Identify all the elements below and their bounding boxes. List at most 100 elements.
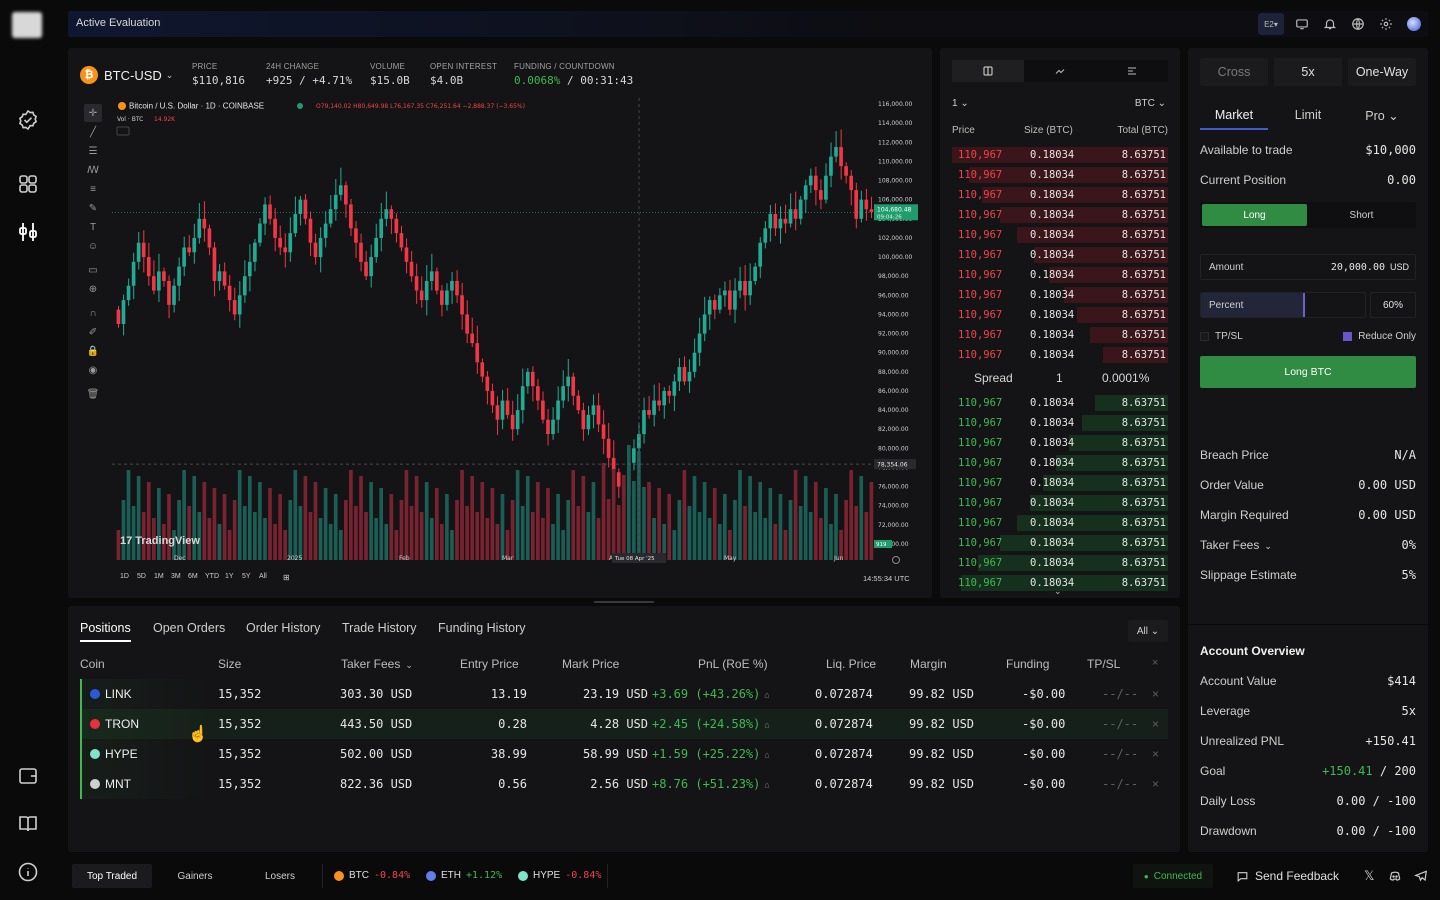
short-button[interactable]: Short: [1349, 209, 1374, 221]
submit-order-button[interactable]: Long BTC: [1200, 356, 1416, 388]
position-row[interactable]: HYPE 15,352 502.00 USD 38.99 58.99 USD +1.59 …: [80, 739, 1168, 769]
book-view-both-icon[interactable]: [952, 60, 1024, 82]
magnet-icon[interactable]: ∩: [89, 307, 97, 319]
book-icon[interactable]: [16, 812, 40, 836]
crosshair-icon[interactable]: ✛: [84, 104, 102, 122]
positions-filter[interactable]: All ⌄: [1128, 620, 1168, 642]
eye-icon[interactable]: ◉: [88, 364, 98, 376]
book-trades-icon[interactable]: [1024, 60, 1096, 82]
tab-order-history[interactable]: Order History: [246, 621, 321, 635]
tpsl-cell[interactable]: --/--: [1102, 687, 1139, 701]
tab-limit[interactable]: Limit: [1294, 108, 1322, 122]
bid-row[interactable]: 110,967 0.18034 8.63751: [952, 394, 1168, 412]
globe-icon[interactable]: [1346, 13, 1370, 35]
reduce-only-checkbox[interactable]: Reduce Only: [1343, 331, 1416, 342]
timeframe-button[interactable]: 1D: [120, 573, 129, 580]
bid-row[interactable]: 110,967 0.18034 8.63751: [952, 514, 1168, 532]
settings-icon[interactable]: [1374, 13, 1398, 35]
close-position-icon[interactable]: ×: [1152, 747, 1160, 761]
zoom-in-icon[interactable]: ⊕: [88, 283, 98, 295]
ask-row[interactable]: 110,967 0.18034 8.63751: [952, 206, 1168, 224]
timeframe-button[interactable]: 5Y: [242, 573, 251, 580]
tpsl-checkbox[interactable]: TP/SL: [1200, 331, 1243, 342]
bid-row[interactable]: 110,967 0.18034 8.63751: [952, 494, 1168, 512]
col-header[interactable]: Taker Fees ⌄: [341, 657, 413, 671]
timeframe-button[interactable]: All: [259, 573, 267, 580]
tab-positions[interactable]: Positions: [80, 621, 131, 642]
timeframe-button[interactable]: 3M: [171, 573, 181, 580]
timeframe-button[interactable]: 5D: [137, 573, 146, 580]
projection-icon[interactable]: ≡: [90, 183, 96, 195]
share-icon[interactable]: ⌂: [764, 781, 770, 791]
share-icon[interactable]: ⌂: [764, 721, 770, 731]
position-row[interactable]: MNT 15,352 822.36 USD 0.56 2.56 USD +8.76 (+5…: [80, 769, 1168, 799]
lock-icon[interactable]: 🔒: [86, 345, 100, 357]
bid-row[interactable]: 110,967 0.18034 8.63751: [952, 454, 1168, 472]
detail-label[interactable]: Taker Fees ⌄: [1200, 538, 1272, 552]
long-button[interactable]: Long: [1202, 204, 1307, 226]
position-row[interactable]: LINK 15,352 303.30 USD 13.19 23.19 USD +3.69 …: [80, 679, 1168, 709]
logo[interactable]: [12, 12, 42, 38]
lock-drawing-icon[interactable]: ✐: [88, 326, 98, 338]
footer-tab-top-traded[interactable]: Top Traded: [72, 864, 152, 888]
ask-row[interactable]: 110,967 0.18034 8.63751: [952, 246, 1168, 264]
position-mode-button[interactable]: One-Way: [1348, 58, 1416, 86]
bell-icon[interactable]: [1318, 13, 1342, 35]
tpsl-cell[interactable]: --/--: [1102, 747, 1139, 761]
percent-slider[interactable]: Percent: [1200, 292, 1366, 318]
bid-row[interactable]: 110,967 0.18034 8.63751: [952, 434, 1168, 452]
bid-row[interactable]: 110,967 0.18034 8.63751: [952, 414, 1168, 432]
emoji-icon[interactable]: ☺: [87, 240, 99, 252]
panel-resize-handle[interactable]: [594, 601, 654, 603]
unit-select[interactable]: BTC ⌄: [1134, 98, 1166, 109]
bid-row[interactable]: 110,967 0.18034 8.63751: [952, 534, 1168, 552]
margin-mode-button[interactable]: Cross: [1200, 58, 1268, 86]
footer-tab-gainers[interactable]: Gainers: [177, 870, 213, 882]
tick-size-select[interactable]: 1 ⌄: [952, 98, 969, 109]
pattern-icon[interactable]: ꟿ: [87, 164, 99, 176]
amount-field[interactable]: Amount 20,000.00 USD: [1200, 254, 1416, 280]
percent-value[interactable]: 60%: [1370, 292, 1416, 318]
wallet-icon[interactable]: [16, 764, 40, 788]
discord-icon[interactable]: [1388, 869, 1402, 886]
badge-check-icon[interactable]: [16, 108, 40, 132]
ticker-item[interactable]: HYPE -0.84%: [518, 870, 601, 881]
compare-icon[interactable]: ⊞: [283, 573, 290, 582]
leverage-button[interactable]: 5x: [1274, 58, 1342, 86]
ask-row[interactable]: 110,967 0.18034 8.63751: [952, 346, 1168, 364]
ask-row[interactable]: 110,967 0.18034 8.63751: [952, 226, 1168, 244]
ticker-item[interactable]: BTC -0.84%: [334, 870, 410, 881]
ask-row[interactable]: 110,967 0.18034 8.63751: [952, 306, 1168, 324]
tab-market[interactable]: Market: [1200, 108, 1268, 130]
close-all-icon[interactable]: ×: [1152, 657, 1159, 669]
tab-trade-history[interactable]: Trade History: [342, 621, 417, 635]
trade-sliders-icon[interactable]: [16, 220, 40, 244]
grid-icon[interactable]: [16, 172, 40, 196]
trash-icon[interactable]: 🗑: [86, 388, 100, 400]
ticker-item[interactable]: ETH +1.12%: [426, 870, 502, 881]
tpsl-cell[interactable]: --/--: [1102, 777, 1139, 791]
info-icon[interactable]: [16, 860, 40, 884]
close-position-icon[interactable]: ×: [1152, 777, 1160, 791]
footer-tab-losers[interactable]: Losers: [264, 870, 295, 882]
share-icon[interactable]: ⌂: [764, 751, 770, 761]
ask-row[interactable]: 110,967 0.18034 8.63751: [952, 186, 1168, 204]
timeframe-button[interactable]: 1M: [154, 573, 164, 580]
tab-open-orders[interactable]: Open Orders: [153, 621, 226, 635]
book-list-icon[interactable]: [1096, 60, 1168, 82]
tpsl-cell[interactable]: --/--: [1102, 717, 1139, 731]
ask-row[interactable]: 110,967 0.18034 8.63751: [952, 286, 1168, 304]
bid-row[interactable]: 110,967 0.18034 8.63751: [952, 554, 1168, 572]
ask-row[interactable]: 110,967 0.18034 8.63751: [952, 266, 1168, 284]
x-icon[interactable]: 𝕏: [1364, 868, 1375, 883]
monitor-icon[interactable]: [1290, 13, 1314, 35]
account-switcher[interactable]: E2 ▾: [1258, 13, 1284, 35]
price-chart[interactable]: 116,000.00 114,000.00 112,000.00 110,000.00…: [112, 98, 924, 598]
close-position-icon[interactable]: ×: [1152, 687, 1160, 701]
timeframe-button[interactable]: YTD: [205, 573, 219, 580]
ruler-icon[interactable]: ▭: [88, 264, 98, 276]
telegram-icon[interactable]: [1414, 869, 1428, 886]
bid-row[interactable]: 110,967 0.18034 8.63751: [952, 474, 1168, 492]
tab-funding-history[interactable]: Funding History: [438, 621, 526, 635]
avatar[interactable]: [1402, 13, 1426, 35]
